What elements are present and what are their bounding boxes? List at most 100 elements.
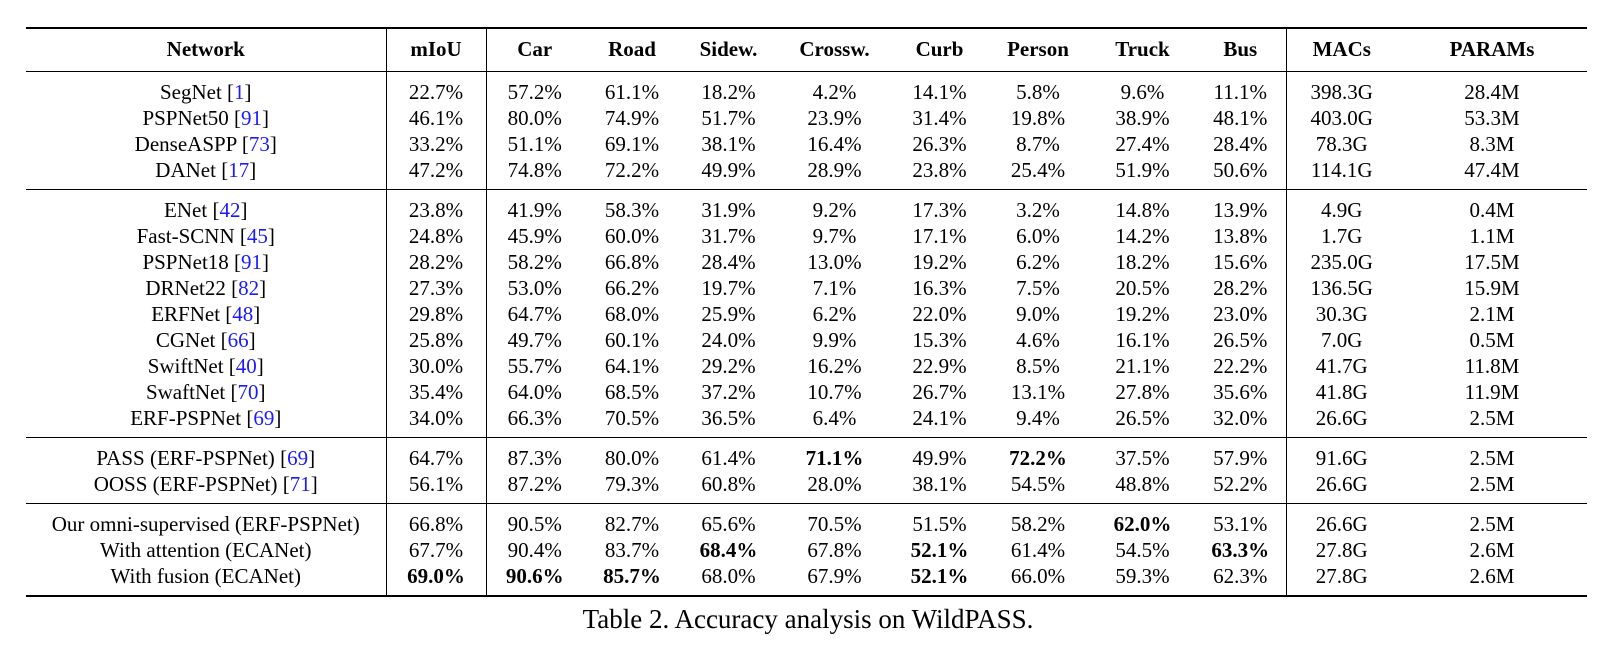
citation-link[interactable]: 48 xyxy=(232,302,254,326)
citation-link[interactable]: 69 xyxy=(287,446,309,470)
column-header: Person xyxy=(1007,36,1069,61)
value-cell: 15.3% xyxy=(912,328,967,352)
value-cell: 9.2% xyxy=(812,198,857,222)
network-name-cell: DRNet22 [82] xyxy=(145,276,267,300)
value-cell: 67.9% xyxy=(807,564,862,588)
value-cell: 90.6% xyxy=(485,563,583,596)
value-cell: 0.4M xyxy=(1469,198,1515,222)
network-name: DenseASPP xyxy=(134,132,237,156)
network-name-cell: OOSS (ERF-PSPNet) [71] xyxy=(93,472,318,496)
value-cell: 27.8G xyxy=(1285,537,1397,563)
value-cell: 49.9% xyxy=(701,158,756,182)
value-cell: 13.9% xyxy=(1213,198,1268,222)
value-cell: 27.8% xyxy=(1115,380,1170,404)
table-row: Our omni-supervised (ERF-PSPNet) 66.8% 90.… xyxy=(26,503,1587,537)
row-group: ENet [42] 23.8% 41.9% 58.3% 31.9% 9.2% 17.3% 3.… xyxy=(26,189,1587,438)
value-cell: 45.9% xyxy=(485,223,583,249)
network-name-cell: ERF-PSPNet [69] xyxy=(130,406,282,430)
value-cell: 235.0G xyxy=(1285,249,1397,275)
citation-link[interactable]: 73 xyxy=(248,132,270,156)
value-cell: 72.2% xyxy=(1009,446,1067,470)
value-cell: 114.1G xyxy=(1285,157,1397,190)
value-cell: 38.1% xyxy=(912,472,967,496)
table-row: With attention (ECANet) 67.7% 90.4% 83.7% 68… xyxy=(26,537,1587,563)
value-cell: 14.1% xyxy=(912,80,967,104)
value-cell: 2.6M xyxy=(1469,564,1515,588)
table-row: Fast-SCNN [45] 24.8% 45.9% 60.0% 31.7% 9.7% 17… xyxy=(26,223,1587,249)
value-cell: 64.7% xyxy=(385,437,486,471)
citation-link[interactable]: 71 xyxy=(289,472,311,496)
value-cell: 87.3% xyxy=(485,437,583,471)
table-row: PASS (ERF-PSPNet) [69] 64.7% 87.3% 80.0% 61.… xyxy=(26,437,1587,471)
citation-link[interactable]: 1 xyxy=(234,80,245,104)
header-row: Network mIoU Car Road Sidew. Crossw. Curb Perso… xyxy=(26,28,1587,72)
value-cell: 28.0% xyxy=(807,472,862,496)
value-cell: 2.5M xyxy=(1469,472,1515,496)
table-row: PSPNet50 [91] 46.1% 80.0% 74.9% 51.7% 23.9% 31… xyxy=(26,105,1587,131)
value-cell: 70.5% xyxy=(807,512,862,536)
value-cell: 68.4% xyxy=(699,538,758,562)
citation-link[interactable]: 91 xyxy=(241,106,263,130)
value-cell: 47.4M xyxy=(1464,158,1520,182)
table-row: With fusion (ECANet) 69.0% 90.6% 85.7% 68.0%… xyxy=(26,563,1587,596)
citation-link[interactable]: 69 xyxy=(253,406,275,430)
value-cell: 26.5% xyxy=(1213,328,1268,352)
column-header: Car xyxy=(485,28,583,72)
value-cell: 51.9% xyxy=(1115,158,1170,182)
row-group: SegNet [1] 22.7% 57.2% 61.1% 18.2% 4.2% 14.1% 5… xyxy=(26,71,1587,190)
value-cell: 52.2% xyxy=(1213,472,1268,496)
value-cell: 66.2% xyxy=(604,276,660,300)
value-cell: 70.5% xyxy=(604,406,660,430)
network-name: ENet xyxy=(164,198,208,222)
column-header: Curb xyxy=(915,36,964,61)
value-cell: 4.9G xyxy=(1285,189,1397,223)
table-row: DANet [17] 47.2% 74.8% 72.2% 49.9% 28.9% 23.8%… xyxy=(26,157,1587,190)
value-cell: 37.2% xyxy=(701,380,756,404)
value-cell: 61.4% xyxy=(701,446,756,470)
citation-link[interactable]: 40 xyxy=(235,354,257,378)
table-row: ERF-PSPNet [69] 34.0% 66.3% 70.5% 36.5% 6.4% 2… xyxy=(26,405,1587,438)
network-name-cell: With fusion (ECANet) xyxy=(26,563,386,596)
value-cell: 51.5% xyxy=(912,512,967,536)
citation-link[interactable]: 70 xyxy=(237,380,259,404)
citation-link[interactable]: 17 xyxy=(228,158,250,182)
network-name-cell: PASS (ERF-PSPNet) [69] xyxy=(96,446,316,470)
value-cell: 22.0% xyxy=(912,302,967,326)
value-cell: 16.3% xyxy=(912,276,967,300)
value-cell: 71.1% xyxy=(805,446,864,470)
value-cell: 28.4M xyxy=(1464,80,1520,104)
value-cell: 15.6% xyxy=(1213,250,1268,274)
network-name-cell: ENet [42] xyxy=(164,198,248,222)
value-cell: 4.6% xyxy=(1016,328,1060,352)
value-cell: 136.5G xyxy=(1285,275,1397,301)
value-cell: 91.6G xyxy=(1285,437,1397,471)
value-cell: 31.7% xyxy=(701,224,756,248)
value-cell: 8.3M xyxy=(1469,132,1515,156)
value-cell: 62.0% xyxy=(1113,512,1172,536)
value-cell: 30.3G xyxy=(1285,301,1397,327)
citation-link[interactable]: 45 xyxy=(246,224,268,248)
column-header: Road xyxy=(608,36,656,61)
value-cell: 78.3G xyxy=(1285,131,1397,157)
table-caption: Table 2. Accuracy analysis on WildPASS. xyxy=(582,604,1034,634)
citation-link[interactable]: 91 xyxy=(241,250,263,274)
value-cell: 65.6% xyxy=(701,512,756,536)
value-cell: 57.2% xyxy=(485,71,583,105)
value-cell: 85.7% xyxy=(603,564,661,588)
network-name: DRNet22 xyxy=(145,276,226,300)
value-cell: 28.2% xyxy=(1213,276,1268,300)
network-name: Our omni-supervised (ERF-PSPNet) xyxy=(51,512,360,536)
value-cell: 13.1% xyxy=(1010,380,1066,404)
value-cell: 22.7% xyxy=(385,71,486,105)
citation-link[interactable]: 82 xyxy=(238,276,260,300)
value-cell: 60.8% xyxy=(701,472,756,496)
citation-link[interactable]: 66 xyxy=(227,328,249,352)
value-cell: 30.0% xyxy=(385,353,486,379)
value-cell: 52.1% xyxy=(910,564,969,588)
value-cell: 64.7% xyxy=(485,301,583,327)
citation-link[interactable]: 42 xyxy=(219,198,241,222)
row-group: Our omni-supervised (ERF-PSPNet) 66.8% 90.… xyxy=(26,503,1587,596)
value-cell: 26.6G xyxy=(1285,405,1397,438)
value-cell: 41.9% xyxy=(485,189,583,223)
value-cell: 15.9M xyxy=(1464,276,1520,300)
